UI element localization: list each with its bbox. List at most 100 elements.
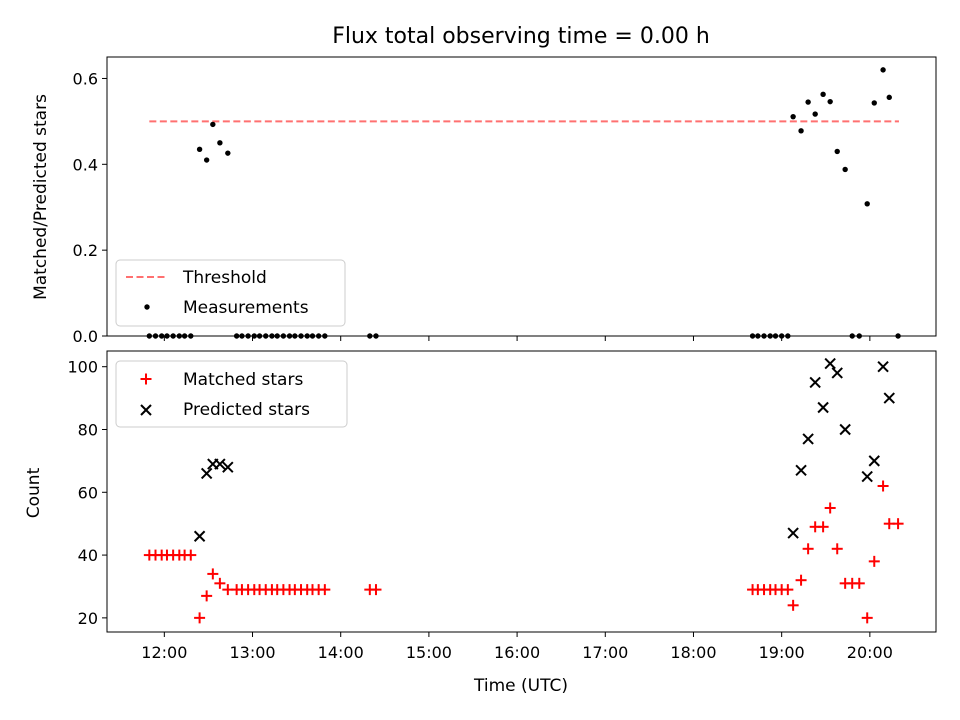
matched-star-marker (802, 543, 814, 555)
legend-matched-label: Matched stars (183, 370, 303, 390)
marker-stroke (787, 527, 799, 539)
matched-star-marker (817, 521, 829, 533)
x-tick-label: 15:00 (406, 643, 452, 662)
marker-stroke (214, 458, 226, 470)
predicted-star-marker (817, 401, 829, 414)
matched-star-marker (824, 502, 836, 514)
legend-predicted-swatch (140, 404, 152, 416)
matched-star-marker (370, 584, 382, 596)
plot-frame (106, 350, 937, 633)
matched-star-marker (831, 543, 843, 555)
measurement-point (798, 128, 804, 134)
predicted-star-marker (877, 360, 889, 373)
y-tick-label: 0.6 (73, 69, 98, 88)
measurement-point (217, 140, 223, 146)
marker-stroke (193, 530, 206, 542)
x-tick-label: 12:00 (141, 643, 187, 662)
marker-stroke (877, 360, 889, 373)
y-tick-label: 60 (78, 483, 98, 502)
y-tick-label: 20 (78, 609, 98, 628)
marker-stroke (831, 367, 843, 379)
y-tick-label: 40 (78, 546, 98, 565)
measurement-point (210, 121, 216, 128)
matched-star-marker (892, 518, 904, 530)
plot-frame (106, 56, 937, 337)
matched-star-marker (853, 577, 865, 589)
x-axis-label: Time (UTC) (473, 676, 568, 696)
matched-star-marker (782, 584, 794, 596)
matched-star-marker (795, 574, 807, 586)
marker-stroke (802, 433, 814, 445)
x-tick-label: 16:00 (494, 643, 540, 662)
measurement-point (842, 166, 848, 173)
matched-star-marker (868, 555, 880, 567)
matched-star-marker (194, 612, 206, 624)
predicted-star-marker (200, 467, 213, 480)
measurement-point (834, 148, 840, 155)
predicted-star-marker (802, 433, 814, 445)
predicted-star-marker (839, 423, 851, 436)
bottom-plot-area: 12:00 13:00 14:00 15:00 16:00 17:00 18:00 19:00… (67, 350, 937, 662)
measurement-point (827, 98, 833, 105)
x-tick-label: 13:00 (229, 643, 275, 662)
predicted-star-marker (222, 461, 234, 473)
marker-stroke (868, 455, 880, 467)
matched-star-marker (319, 584, 331, 596)
predicted-star-marker (809, 376, 821, 389)
predicted-star-marker (824, 357, 836, 370)
predicted-star-marker (787, 527, 799, 539)
marker-stroke (809, 376, 821, 389)
measurement-point (880, 67, 886, 73)
top-plot-area: 0.0 0.2 0.4 0.6 Threshold Measurements (73, 56, 937, 346)
x-tick-label: 18:00 (670, 643, 716, 662)
marker-stroke (817, 401, 829, 414)
measurement-point (871, 100, 877, 106)
measurement-point (805, 99, 811, 105)
y-tick-label: 0.4 (73, 155, 98, 174)
matched-star-marker (861, 612, 873, 624)
bottom-y-axis-label: Count (24, 467, 44, 518)
legend-frame (115, 360, 348, 428)
y-tick-label: 80 (78, 420, 98, 439)
marker-stroke (222, 461, 234, 473)
predicted-star-marker (193, 530, 206, 542)
legend-predicted-label: Predicted stars (183, 400, 310, 420)
marker-stroke (200, 467, 213, 480)
y-tick-label: 0.2 (73, 241, 98, 260)
top-legend: Threshold Measurements (115, 259, 346, 327)
x-tick-label: 14:00 (318, 643, 364, 662)
top-y-axis-label: Matched/Predicted stars (31, 94, 51, 300)
measurement-point (820, 91, 826, 98)
measurement-point (225, 150, 231, 156)
predicted-star-marker (868, 455, 880, 467)
measurement-point (886, 94, 892, 101)
predicted-star-marker (831, 367, 843, 379)
matched-star-marker (877, 480, 889, 492)
predicted-star-marker (861, 470, 873, 483)
legend-threshold-label: Threshold (182, 268, 267, 288)
matched-star-marker (214, 577, 226, 589)
top-chart-title: Flux total observing time = 0.00 h (332, 24, 710, 49)
measurement-point (864, 201, 870, 207)
predicted-star-marker (795, 464, 807, 477)
legend-measurement-label: Measurements (183, 298, 309, 318)
matched-star-marker (185, 549, 197, 561)
measurement-point (203, 157, 210, 163)
predicted-star-marker (214, 458, 226, 470)
measurement-point (790, 113, 796, 120)
predicted-star-marker (883, 392, 895, 404)
marker-stroke (839, 423, 851, 436)
marker-stroke (883, 392, 895, 404)
measurement-point (812, 111, 818, 117)
x-tick-label: 20:00 (847, 643, 893, 662)
x-tick-label: 19:00 (759, 643, 805, 662)
y-tick-label: 100 (67, 358, 98, 377)
legend-frame (115, 259, 346, 327)
matched-star-marker (787, 599, 799, 611)
matched-star-marker (207, 568, 219, 580)
marker-stroke (861, 470, 873, 483)
matched-star-marker (201, 590, 213, 602)
bottom-legend: Matched stars Predicted stars (115, 360, 348, 428)
